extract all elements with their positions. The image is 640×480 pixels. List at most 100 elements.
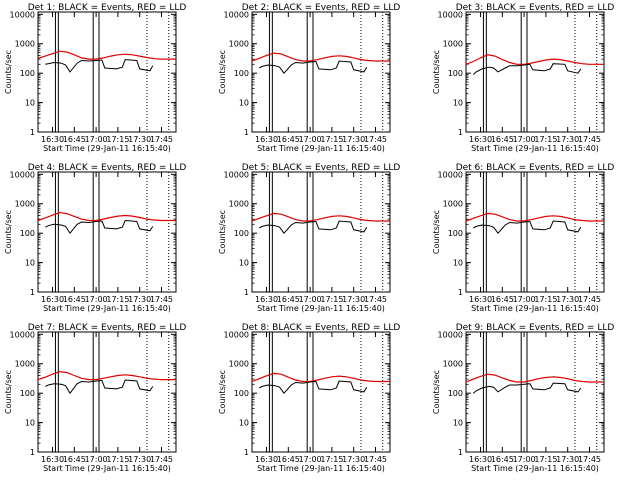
events-series-line xyxy=(472,63,582,75)
y-tick-label: 100 xyxy=(448,389,463,398)
y-tick-label: 10 xyxy=(25,259,35,268)
events-series-line xyxy=(473,220,582,234)
x-tick-label: 17:00 xyxy=(513,295,536,304)
panel-title: Det 6: BLACK = Events, RED = LLD xyxy=(456,163,615,173)
x-tick-label: 16:45 xyxy=(491,295,514,304)
lld-series-line xyxy=(251,52,390,62)
x-tick-label: 17:15 xyxy=(534,295,557,304)
panel-title: Det 5: BLACK = Events, RED = LLD xyxy=(242,163,401,173)
y-tick-label: 1 xyxy=(30,128,35,137)
plot-frame xyxy=(251,171,391,293)
y-tick-label: 1000 xyxy=(443,200,463,209)
y-tick-label: 100 xyxy=(234,389,249,398)
y-tick-label: 10000 xyxy=(224,10,249,19)
y-axis-label: Counts/sec xyxy=(218,50,227,94)
plot-frame xyxy=(251,331,391,453)
panel-title: Det 8: BLACK = Events, RED = LLD xyxy=(242,323,401,333)
y-tick-label: 10000 xyxy=(10,170,35,179)
lld-series-line xyxy=(465,54,604,65)
x-tick-label: 17:00 xyxy=(513,135,536,144)
y-axis-label: Counts/sec xyxy=(4,210,13,254)
y-tick-label: 10 xyxy=(453,99,463,108)
x-tick-label: 16:45 xyxy=(277,295,300,304)
y-tick-label: 1000 xyxy=(15,360,35,369)
y-tick-label: 10000 xyxy=(10,10,35,19)
y-axis-label: Counts/sec xyxy=(218,370,227,414)
plot-frame xyxy=(465,11,605,133)
events-series-line xyxy=(472,382,582,394)
x-tick-label: 17:15 xyxy=(320,135,343,144)
plot-frame xyxy=(37,331,177,453)
y-tick-label: 100 xyxy=(20,389,35,398)
detector-panel-1: Det 1: BLACK = Events, RED = LLD 1 10 100 10… xyxy=(4,3,186,153)
x-tick-label: 17:30 xyxy=(342,295,365,304)
y-tick-label: 10 xyxy=(239,419,249,428)
y-tick-label: 1 xyxy=(458,288,463,297)
plot-frame xyxy=(465,171,605,293)
x-tick-label: 17:15 xyxy=(534,135,557,144)
x-tick-label: 16:45 xyxy=(277,135,300,144)
y-tick-label: 10000 xyxy=(224,330,249,339)
detector-panel-9: Det 9: BLACK = Events, RED = LLD 1 10 100 10… xyxy=(432,323,614,473)
x-tick-label: 16:30 xyxy=(41,295,64,304)
y-tick-label: 10 xyxy=(25,419,35,428)
x-tick-label: 17:30 xyxy=(342,455,365,464)
x-tick-label: 17:30 xyxy=(556,455,579,464)
lld-series-line xyxy=(37,370,176,381)
x-axis-label: Start Time (29-Jan-11 16:15:40) xyxy=(471,144,599,153)
x-tick-label: 17:45 xyxy=(150,295,173,304)
x-tick-label: 17:30 xyxy=(128,295,151,304)
x-axis-label: Start Time (29-Jan-11 16:15:40) xyxy=(471,304,599,313)
detector-panel-7: Det 7: BLACK = Events, RED = LLD 1 10 100 10… xyxy=(4,323,186,473)
x-tick-label: 17:00 xyxy=(85,135,108,144)
lld-series-line xyxy=(465,373,604,383)
x-tick-label: 16:30 xyxy=(255,135,278,144)
y-tick-label: 1 xyxy=(30,448,35,457)
y-tick-label: 1 xyxy=(30,288,35,297)
y-tick-label: 1 xyxy=(244,448,249,457)
x-tick-label: 16:45 xyxy=(491,135,514,144)
events-series-line xyxy=(45,59,154,73)
x-tick-label: 16:45 xyxy=(277,455,300,464)
y-tick-label: 10000 xyxy=(224,170,249,179)
y-tick-label: 1000 xyxy=(229,40,249,49)
x-tick-label: 17:15 xyxy=(534,455,557,464)
lld-series-line xyxy=(251,372,390,383)
x-tick-label: 17:30 xyxy=(556,135,579,144)
panel-title: Det 3: BLACK = Events, RED = LLD xyxy=(456,3,615,13)
y-tick-label: 10 xyxy=(239,99,249,108)
y-tick-label: 100 xyxy=(448,69,463,78)
x-tick-label: 17:45 xyxy=(578,135,601,144)
y-tick-label: 1 xyxy=(458,448,463,457)
x-axis-label: Start Time (29-Jan-11 16:15:40) xyxy=(257,304,385,313)
y-tick-label: 1000 xyxy=(15,200,35,209)
x-tick-label: 17:15 xyxy=(106,295,129,304)
plot-frame xyxy=(37,171,177,293)
y-tick-label: 100 xyxy=(448,229,463,238)
panel-title: Det 7: BLACK = Events, RED = LLD xyxy=(28,323,187,333)
events-series-line xyxy=(45,219,154,235)
y-tick-label: 100 xyxy=(20,69,35,78)
y-tick-label: 10 xyxy=(453,419,463,428)
x-tick-label: 17:45 xyxy=(578,295,601,304)
lld-series-line xyxy=(37,211,176,222)
y-tick-label: 100 xyxy=(234,69,249,78)
y-tick-label: 10 xyxy=(239,259,249,268)
x-tick-label: 16:30 xyxy=(469,135,492,144)
y-axis-label: Counts/sec xyxy=(218,210,227,254)
x-tick-label: 17:45 xyxy=(150,455,173,464)
x-tick-label: 17:00 xyxy=(299,295,322,304)
lld-series-line xyxy=(465,212,604,222)
y-tick-label: 1000 xyxy=(443,360,463,369)
y-tick-label: 10000 xyxy=(10,330,35,339)
x-tick-label: 16:45 xyxy=(491,455,514,464)
plot-frame xyxy=(37,11,177,133)
x-tick-label: 17:30 xyxy=(128,455,151,464)
x-tick-label: 17:45 xyxy=(364,455,387,464)
panel-title: Det 9: BLACK = Events, RED = LLD xyxy=(456,323,615,333)
y-tick-label: 1 xyxy=(244,128,249,137)
x-tick-label: 17:45 xyxy=(364,295,387,304)
y-tick-label: 1 xyxy=(244,288,249,297)
x-tick-label: 17:15 xyxy=(320,455,343,464)
x-tick-label: 16:30 xyxy=(469,295,492,304)
